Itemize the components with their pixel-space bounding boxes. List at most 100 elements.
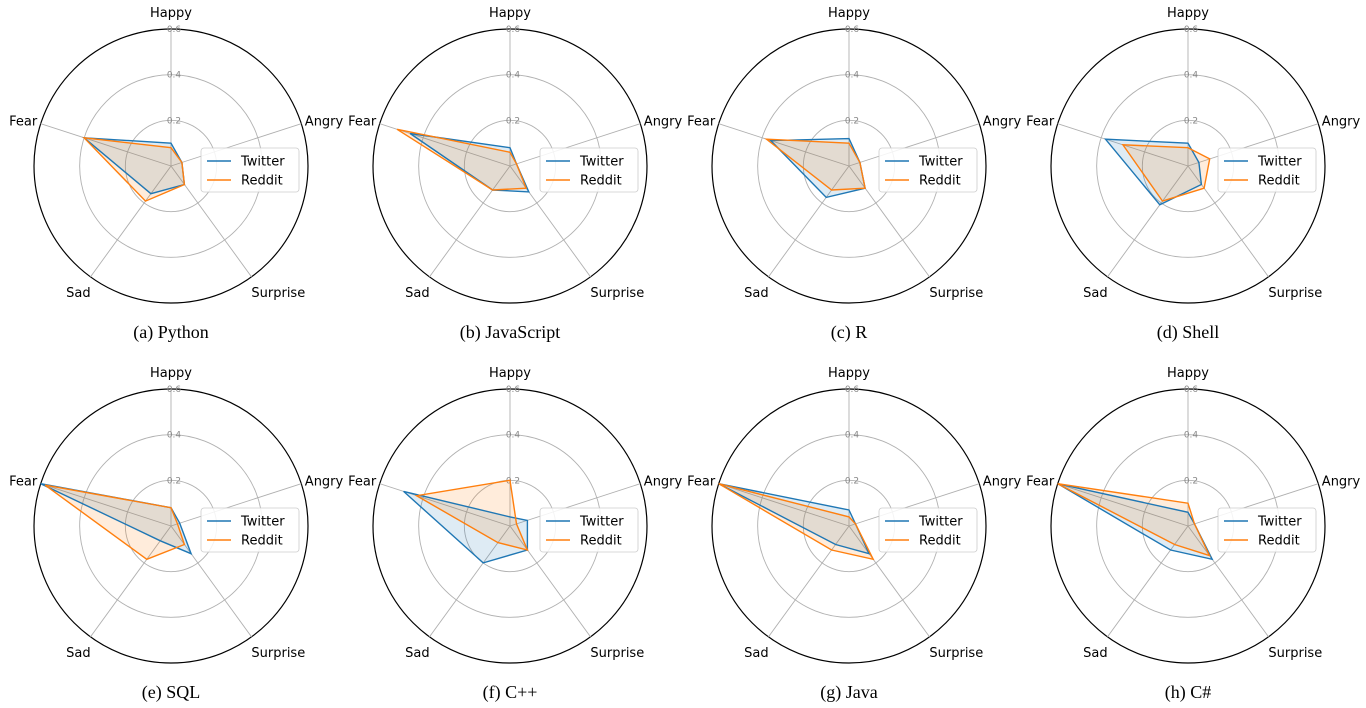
axis-label-surprise: Surprise xyxy=(251,646,305,661)
axis-label-fear: Fear xyxy=(348,115,377,130)
axis-label-angry: Angry xyxy=(983,115,1022,130)
radar-panel: 0.2 0.4 0.6 Happy Angry Surprise Sad Fear Twitte… xyxy=(687,6,1021,343)
legend-box xyxy=(878,147,978,193)
axis-label-angry: Angry xyxy=(305,475,344,490)
legend-label-twitter: Twitter xyxy=(918,515,963,530)
legend-box xyxy=(1217,507,1317,553)
legend-label-reddit: Reddit xyxy=(919,174,961,189)
spoke-line xyxy=(1057,483,1189,527)
axis-label-happy: Happy xyxy=(150,6,192,21)
axis-label-fear: Fear xyxy=(687,475,716,490)
radial-tick-label: 0.4 xyxy=(845,431,860,441)
axis-label-happy: Happy xyxy=(1167,366,1209,381)
radial-tick-label: 0.2 xyxy=(506,476,520,486)
radial-tick-label: 0.2 xyxy=(167,116,181,126)
legend-label-reddit: Reddit xyxy=(580,174,622,189)
axis-label-sad: Sad xyxy=(744,646,768,661)
axis-label-angry: Angry xyxy=(983,475,1022,490)
radial-tick-label: 0.2 xyxy=(167,476,181,486)
spoke-line xyxy=(509,483,641,527)
spoke-line xyxy=(768,165,850,278)
axis-label-sad: Sad xyxy=(405,286,429,301)
axis-label-angry: Angry xyxy=(1322,475,1361,490)
radar-panel: 0.2 0.4 0.6 Happy Angry Surprise Sad Fear Twitte… xyxy=(1026,6,1360,343)
series-line-reddit xyxy=(44,484,186,561)
series-fill-reddit xyxy=(45,485,185,560)
series-fill-twitter xyxy=(1057,483,1213,560)
radial-tick-label: 0.6 xyxy=(1184,385,1199,395)
radial-tick-label: 0.6 xyxy=(1184,25,1199,35)
axis-label-happy: Happy xyxy=(489,6,531,21)
series-fill-reddit xyxy=(84,137,185,202)
axis-label-fear: Fear xyxy=(1026,115,1055,130)
spoke-line xyxy=(40,483,172,527)
legend: Twitter Reddit xyxy=(1217,147,1317,193)
series-fill-twitter xyxy=(410,133,529,192)
spoke-line xyxy=(509,165,591,278)
axis-label-sad: Sad xyxy=(1083,646,1107,661)
spoke-line xyxy=(429,525,511,638)
axis-label-happy: Happy xyxy=(1167,6,1209,21)
axis-label-fear: Fear xyxy=(348,475,377,490)
radar-panel: 0.2 0.4 0.6 Happy Angry Surprise Sad Fear Twitte… xyxy=(1026,366,1360,703)
legend-box xyxy=(878,507,978,553)
subfigure-caption: (g) Java xyxy=(820,682,877,703)
spoke-line xyxy=(1187,483,1319,527)
legend-box xyxy=(200,507,300,553)
legend-label-reddit: Reddit xyxy=(1258,534,1300,549)
series-line-twitter xyxy=(718,483,871,555)
axis-label-sad: Sad xyxy=(66,646,90,661)
radar-panel: 0.2 0.4 0.6 Happy Angry Surprise Sad Fear Twitte… xyxy=(348,6,682,343)
axis-label-happy: Happy xyxy=(489,366,531,381)
axis-label-surprise: Surprise xyxy=(251,286,305,301)
subfigure-caption: (d) Shell xyxy=(1157,322,1220,343)
series-fill-twitter xyxy=(770,138,866,198)
axis-label-happy: Happy xyxy=(828,366,870,381)
radial-tick-label: 0.4 xyxy=(1184,71,1199,81)
spoke-line xyxy=(718,123,850,167)
axis-label-sad: Sad xyxy=(66,286,90,301)
spoke-line xyxy=(379,483,511,527)
series-line-reddit xyxy=(764,138,866,191)
axis-label-angry: Angry xyxy=(1322,115,1361,130)
radial-tick-label: 0.4 xyxy=(167,71,182,81)
radial-tick-label: 0.6 xyxy=(845,25,860,35)
radar-panel: 0.2 0.4 0.6 Happy Angry Surprise Sad Fear Twitte… xyxy=(687,366,1021,703)
radial-tick-label: 0.2 xyxy=(1184,116,1198,126)
series-fill-reddit xyxy=(416,480,528,550)
series-fill-reddit xyxy=(766,139,866,190)
radar-panel: 0.2 0.4 0.6 Happy Angry Surprise Sad Fear Twitte… xyxy=(9,6,343,343)
series-line-reddit xyxy=(396,128,528,191)
legend-label-twitter: Twitter xyxy=(579,155,624,170)
radial-tick-label: 0.4 xyxy=(506,431,521,441)
radial-tick-label: 0.4 xyxy=(167,431,182,441)
axis-label-angry: Angry xyxy=(305,115,344,130)
series-line-reddit xyxy=(1057,483,1211,557)
series-line-reddit xyxy=(718,483,875,561)
axis-label-surprise: Surprise xyxy=(929,286,983,301)
spoke-line xyxy=(170,123,302,167)
legend-label-twitter: Twitter xyxy=(240,155,285,170)
spoke-line xyxy=(848,525,930,638)
radial-tick-label: 0.6 xyxy=(506,25,521,35)
legend-box xyxy=(539,147,639,193)
legend: Twitter Reddit xyxy=(878,147,978,193)
legend: Twitter Reddit xyxy=(200,147,300,193)
spoke-line xyxy=(848,165,930,278)
legend-label-reddit: Reddit xyxy=(241,534,283,549)
legend-label-reddit: Reddit xyxy=(919,534,961,549)
axis-label-surprise: Surprise xyxy=(590,646,644,661)
radar-panel: 0.2 0.4 0.6 Happy Angry Surprise Sad Fear Twitte… xyxy=(348,366,682,703)
legend-label-reddit: Reddit xyxy=(1258,174,1300,189)
series-line-reddit xyxy=(82,136,186,202)
legend-box xyxy=(1217,147,1317,193)
axis-label-fear: Fear xyxy=(9,475,38,490)
series-fill-reddit xyxy=(718,483,874,560)
axis-label-sad: Sad xyxy=(405,646,429,661)
radial-tick-label: 0.2 xyxy=(506,116,520,126)
radial-tick-label: 0.4 xyxy=(845,71,860,81)
series-fill-twitter xyxy=(718,483,870,554)
legend: Twitter Reddit xyxy=(1217,507,1317,553)
subfigure-caption: (a) Python xyxy=(133,322,209,343)
